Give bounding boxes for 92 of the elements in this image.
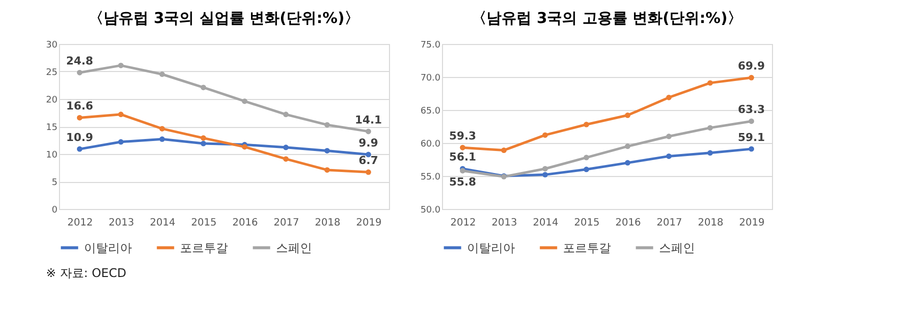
point: [118, 139, 124, 145]
point: [159, 136, 165, 142]
point: [624, 144, 630, 150]
text: ※ 자료: OECD: [45, 265, 126, 282]
point: [283, 156, 289, 162]
point: [584, 122, 590, 128]
x-tick-label: 2014: [150, 218, 176, 228]
data-label: 59.1: [738, 130, 765, 144]
point: [242, 98, 248, 104]
point: [542, 166, 548, 172]
point: [76, 114, 82, 120]
point: [666, 153, 672, 159]
x-tick-label: 2019: [739, 218, 765, 228]
point: [118, 112, 124, 118]
point: [624, 160, 630, 166]
data-label: 63.3: [738, 103, 765, 116]
data-label: 6.7: [358, 154, 378, 168]
point: [324, 167, 330, 173]
point: [76, 70, 82, 76]
point: [460, 144, 466, 150]
point: [748, 146, 754, 152]
data-label: 24.8: [66, 54, 94, 68]
x-tick-label: 2017: [656, 218, 682, 228]
data-label: 16.6: [66, 100, 94, 113]
point: [366, 169, 372, 175]
y-tick-label: 15: [46, 123, 58, 133]
point: [748, 74, 754, 80]
y-tick-label: 70.0: [420, 74, 441, 84]
point: [283, 144, 289, 150]
point: [159, 72, 165, 77]
legend-label: 스페인: [659, 240, 695, 255]
y-tick-label: 10: [46, 150, 58, 160]
point: [707, 125, 713, 131]
x-tick-label: 2019: [356, 218, 382, 228]
point: [324, 122, 330, 128]
point: [584, 154, 590, 160]
point: [324, 148, 330, 154]
point: [707, 80, 713, 86]
x-tick-label: 2012: [450, 218, 476, 228]
x-tick-label: 2015: [574, 218, 600, 228]
x-tick-label: 2016: [615, 218, 641, 228]
point: [283, 112, 289, 118]
point: [666, 134, 672, 140]
legend-label: 이탈리아: [84, 240, 132, 255]
y-tick-label: 25: [46, 68, 58, 78]
y-tick-label: 75.0: [420, 40, 441, 50]
legend-label: 스페인: [276, 240, 312, 255]
point: [200, 135, 206, 141]
point: [624, 112, 630, 118]
y-tick-label: 55.0: [420, 172, 441, 182]
point: [159, 126, 165, 132]
y-tick-label: 50.0: [420, 206, 441, 216]
data-label: 9.9: [358, 136, 378, 150]
y-tick-label: 60.0: [420, 140, 441, 150]
x-tick-label: 2012: [67, 218, 93, 228]
chart-title: 〈남유럽 3국의 실업률 변화(단위:%)〉: [88, 9, 360, 27]
y-tick-label: 0: [52, 206, 58, 216]
point: [748, 118, 754, 124]
point: [200, 84, 206, 90]
x-tick-label: 2017: [274, 218, 300, 228]
data-label: 56.1: [449, 150, 476, 164]
point: [666, 94, 672, 100]
y-tick-label: 65.0: [420, 106, 441, 116]
data-label: 69.9: [738, 60, 765, 73]
x-tick-label: 2018: [314, 218, 340, 228]
point: [707, 150, 713, 156]
data-label: 14.1: [354, 113, 382, 126]
data-label: 59.3: [449, 130, 476, 143]
point: [200, 140, 206, 146]
point: [501, 148, 507, 153]
chart-title: 〈남유럽 3국의 고용률 변화(단위:%)〉: [472, 9, 742, 27]
x-tick-label: 2013: [108, 218, 134, 228]
data-label: 10.9: [66, 131, 94, 144]
data-label: 55.8: [449, 176, 476, 189]
point: [76, 146, 82, 152]
y-tick-label: 5: [52, 178, 58, 188]
x-tick-label: 2016: [232, 218, 258, 228]
point: [118, 62, 124, 68]
legend-label: 포르투갈: [563, 240, 611, 255]
point: [366, 128, 372, 134]
x-tick-label: 2014: [532, 218, 558, 228]
y-tick-label: 30: [46, 40, 58, 50]
y-tick-label: 20: [46, 96, 58, 106]
legend-label: 이탈리아: [467, 240, 515, 255]
x-tick-label: 2015: [191, 218, 217, 228]
point: [242, 144, 248, 150]
legend-label: 포르투갈: [180, 240, 228, 255]
point: [542, 172, 548, 178]
x-tick-label: 2018: [698, 218, 724, 228]
x-tick-label: 2013: [492, 218, 518, 228]
point: [542, 132, 548, 138]
point: [584, 166, 590, 172]
